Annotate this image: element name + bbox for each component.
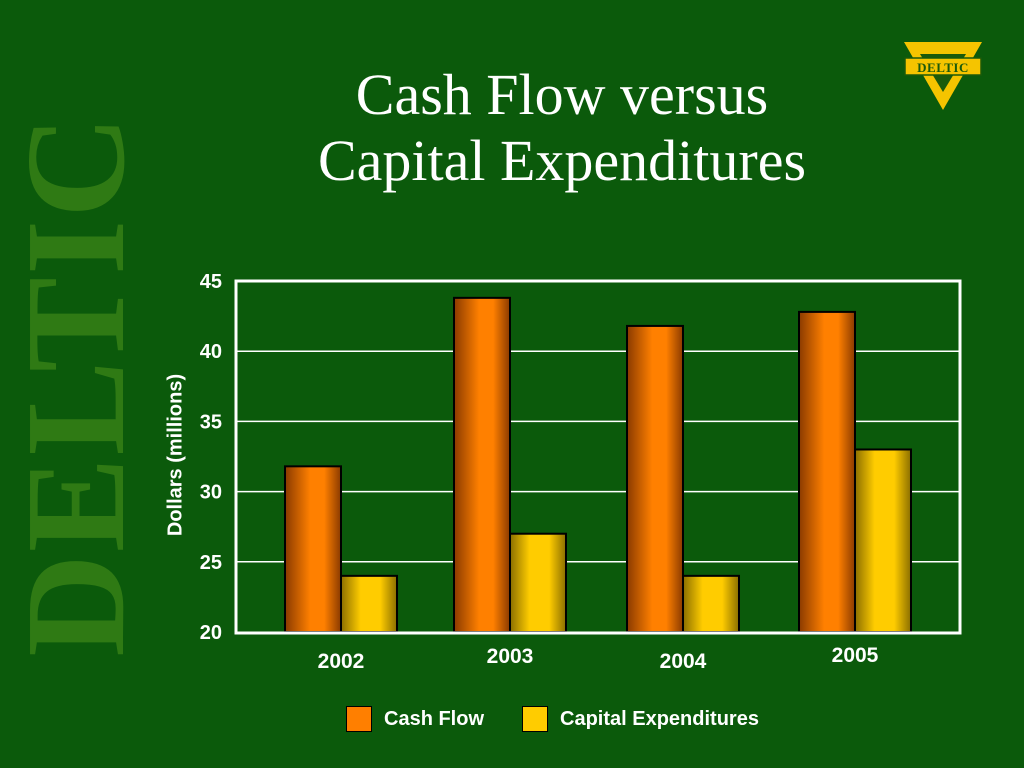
x-tick-label: 2005 <box>832 644 879 667</box>
y-tick-label: 30 <box>200 482 222 504</box>
bar-capital-expenditures-2003 <box>509 532 567 633</box>
legend-item-cash-flow: Cash Flow <box>346 706 484 732</box>
bars-layer <box>284 296 912 634</box>
title-line-2: Capital Expenditures <box>317 128 807 193</box>
bar-capital-expenditures-2005 <box>854 448 912 634</box>
ticks-layer: 20 25 30 35 40 45 2002 2003 2004 2005 <box>200 271 879 673</box>
legend-swatch-capital-expenditures <box>522 706 549 732</box>
legend-item-capital-expenditures: Capital Expenditures <box>522 706 759 732</box>
y-tick-label: 20 <box>200 622 222 644</box>
chart-title: Cash Flow versus Capital Expenditures <box>180 62 944 194</box>
deltic-logo: DELTIC <box>902 40 984 112</box>
y-axis-label: Dollars (millions) <box>164 373 187 537</box>
legend-label-capital-expenditures: Capital Expenditures <box>560 707 759 730</box>
y-tick-label: 45 <box>200 271 222 293</box>
logo-text: DELTIC <box>917 60 969 75</box>
x-tick-label: 2002 <box>318 650 365 673</box>
bar-cash-flow-2002 <box>284 465 342 633</box>
plot-frame <box>234 279 962 635</box>
x-tick-label: 2003 <box>487 645 534 668</box>
y-tick-label: 35 <box>200 411 222 433</box>
bar-capital-expenditures-2004 <box>682 574 740 634</box>
y-tick-label: 40 <box>200 341 222 363</box>
legend-swatch-cash-flow <box>346 706 372 732</box>
bar-cash-flow-2004 <box>626 324 684 633</box>
title-line-1: Cash Flow versus <box>355 62 769 127</box>
bar-cash-flow-2005 <box>798 310 856 633</box>
bar-cash-flow-2003 <box>453 296 511 633</box>
bar-capital-expenditures-2002 <box>340 574 398 634</box>
x-tick-label: 2004 <box>660 650 707 673</box>
logo-triangle-icon <box>904 42 982 110</box>
legend-label-cash-flow: Cash Flow <box>384 707 485 730</box>
y-tick-label: 25 <box>200 552 222 574</box>
legend: Cash Flow Capital Expenditures <box>346 706 797 732</box>
